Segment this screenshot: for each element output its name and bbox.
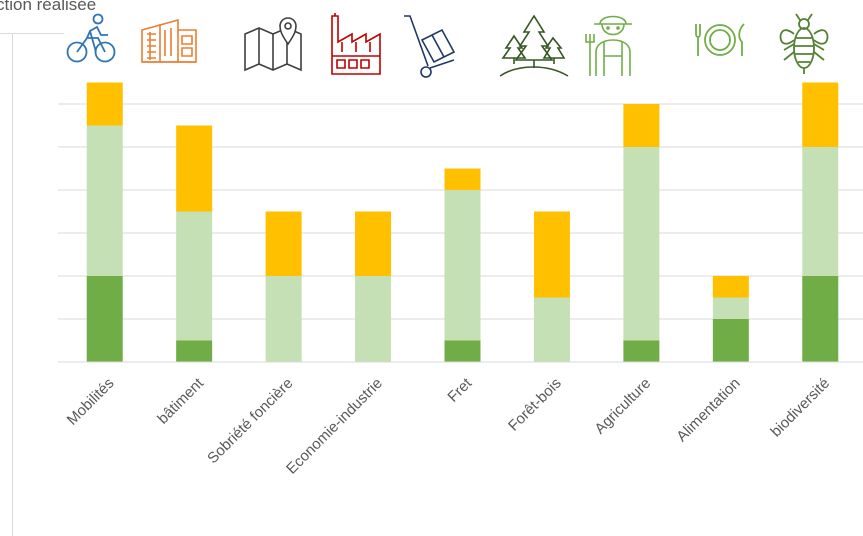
bar-segment-2-5	[444, 190, 481, 341]
bar-segment-1-8	[712, 319, 749, 362]
bar-segment-3-9	[802, 82, 839, 147]
x-tick-label: bâtiment	[154, 374, 207, 427]
bar-segment-3-5	[444, 168, 481, 190]
forest-icon	[499, 14, 569, 77]
bars	[86, 82, 839, 362]
map-pin-icon	[244, 17, 302, 72]
bee-icon	[779, 13, 829, 74]
bar-segment-1-1	[86, 276, 123, 362]
x-tick-label: biodiversité	[767, 375, 833, 441]
chart-title: ction réalisée	[0, 0, 97, 14]
factory-icon	[331, 13, 381, 75]
bar-segment-2-7	[623, 147, 660, 341]
x-tick-label: Agriculture	[591, 375, 654, 438]
bar-segment-1-9	[802, 276, 839, 362]
bar-segment-2-9	[802, 147, 839, 276]
bar-segment-1-7	[623, 340, 660, 362]
x-tick-label: Alimentation	[673, 375, 743, 445]
bar-segment-3-1	[86, 82, 123, 126]
x-tick-label: Sobriété foncière	[204, 375, 296, 467]
building-icon	[141, 18, 197, 63]
bar-segment-3-4	[355, 211, 392, 276]
bar-segment-2-2	[176, 211, 213, 341]
bar-segment-1-2	[176, 340, 213, 362]
x-tick-label: Mobilités	[64, 375, 118, 429]
frame-border-top	[0, 33, 64, 34]
hand-truck-icon	[404, 15, 456, 78]
bar-segment-2-8	[712, 297, 749, 319]
bar-segment-3-8	[712, 276, 749, 298]
bar-segment-3-7	[623, 104, 660, 147]
x-tick-label: Economie-industrie	[283, 375, 386, 478]
x-tick-label: Forêt-bois	[505, 375, 565, 435]
bar-segment-3-3	[265, 211, 302, 276]
farmer-icon	[585, 15, 632, 76]
plate-cutlery-icon	[695, 23, 745, 56]
bar-segment-2-6	[533, 297, 570, 362]
bar-segment-2-3	[265, 276, 302, 362]
frame-border-left	[12, 33, 13, 536]
x-tick-label: Fret	[444, 374, 475, 405]
bar-segment-2-1	[86, 125, 123, 276]
cyclist-icon	[66, 13, 116, 63]
bar-segment-1-5	[444, 340, 481, 362]
bar-segment-2-4	[355, 276, 392, 362]
bar-segment-3-6	[533, 211, 570, 298]
bar-segment-3-2	[176, 125, 213, 212]
